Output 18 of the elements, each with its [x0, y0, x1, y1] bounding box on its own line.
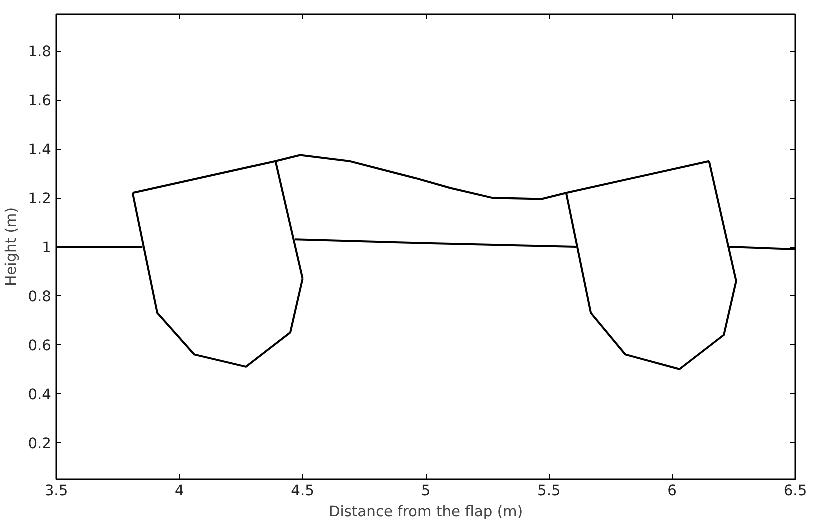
x-tick-label: 4 [175, 482, 184, 500]
y-tick-label: 0.2 [28, 435, 52, 452]
x-tick-label: 3.5 [44, 482, 68, 500]
y-tick-label: 0.8 [28, 288, 52, 306]
y-tick-label: 1.6 [28, 92, 52, 110]
y-tick-label: 0.6 [28, 337, 52, 354]
y-tick-label: 0.4 [28, 386, 52, 404]
y-axis-title: Height (m) [3, 208, 20, 286]
x-tick-label: 5 [421, 482, 431, 500]
x-tick-label: 5.5 [538, 482, 561, 500]
x-tick-label: 4.5 [291, 482, 314, 500]
x-tick-label: 6 [668, 482, 677, 500]
x-axis-title: Distance from the flap (m) [328, 504, 524, 520]
y-tick-label: 1.2 [28, 190, 52, 208]
x-tick-label: 6.5 [784, 482, 808, 500]
y-tick-label: 1.4 [28, 142, 52, 159]
y-tick-label: 1.8 [28, 44, 52, 61]
y-tick-label: 1 [42, 240, 52, 256]
